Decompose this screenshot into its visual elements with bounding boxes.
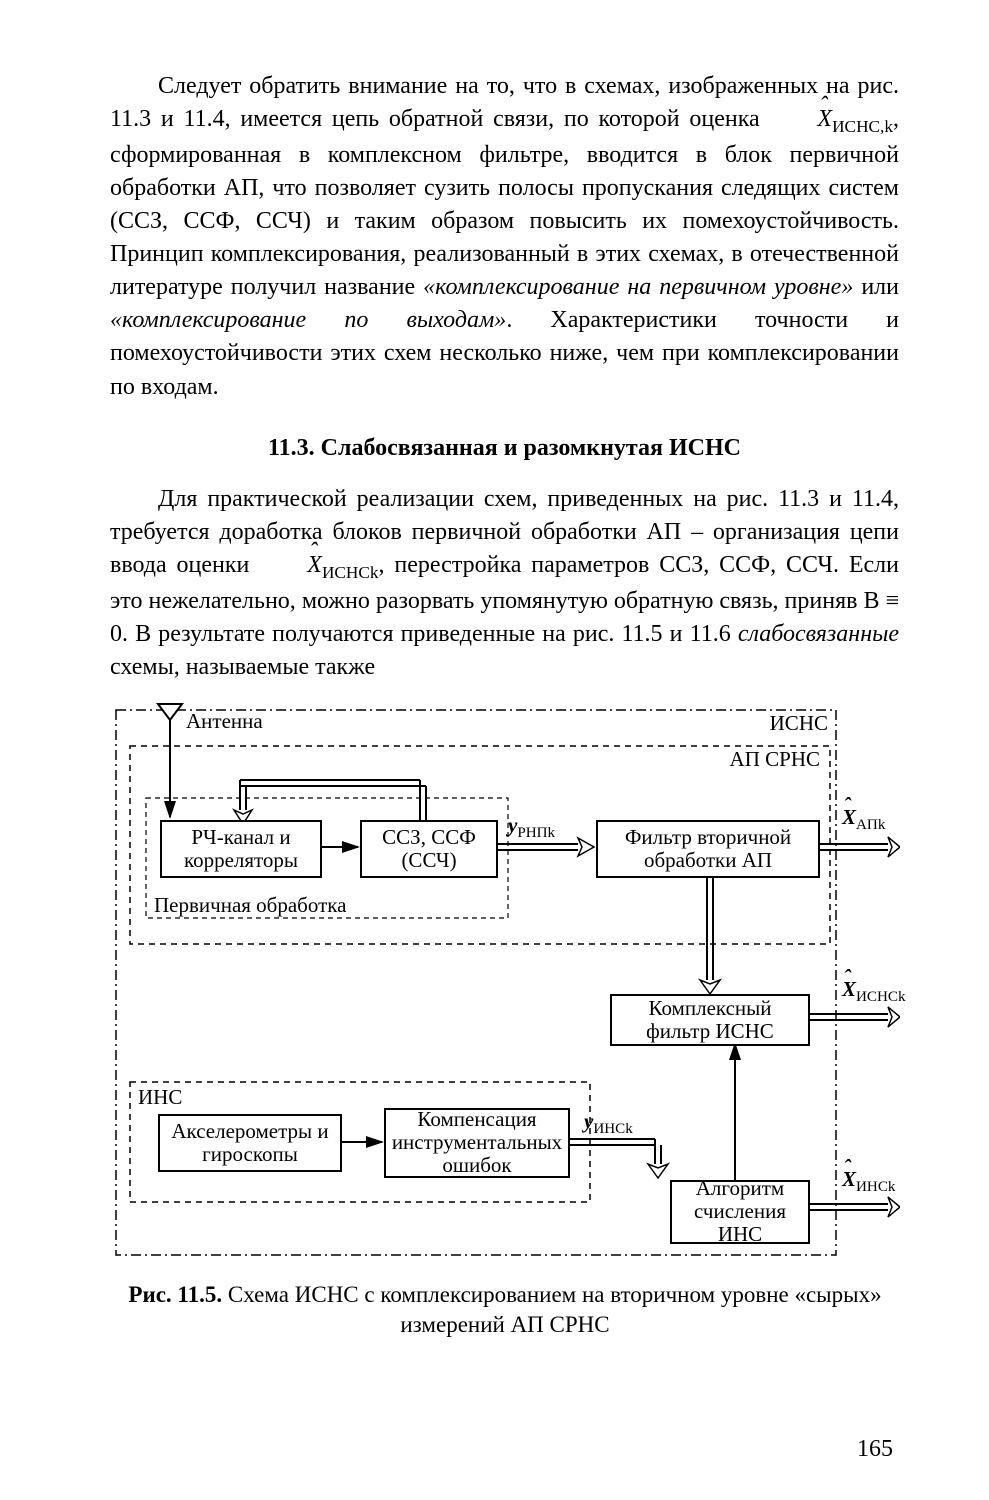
label-antenna: Антенна bbox=[186, 710, 263, 733]
box-accelerometers: Акселерометры и гироскопы bbox=[158, 1114, 342, 1172]
p1-var-sub: ИСНС,k bbox=[832, 117, 893, 136]
output-x-ins: XИНСk bbox=[842, 1168, 895, 1196]
label-ins: ИНС bbox=[138, 1086, 182, 1109]
p2-var-xhat: X bbox=[259, 549, 322, 582]
box-complex-filter: Комплексный фильтр ИСНС bbox=[610, 994, 810, 1046]
output-x-isns: XИСНСk bbox=[842, 978, 906, 1006]
paragraph-2: Для практической реализации схем, привед… bbox=[110, 483, 899, 684]
p1-t3: или bbox=[853, 274, 899, 300]
box-rf-channel: РЧ-канал и корреляторы bbox=[160, 820, 322, 878]
page-number: 165 bbox=[857, 1433, 893, 1466]
section-title: 11.3. Слабосвязанная и разомкнутая ИСНС bbox=[110, 432, 899, 465]
caption-rest: Схема ИСНС с комплексированием на вторич… bbox=[222, 1282, 881, 1337]
figure-caption: Рис. 11.5. Схема ИСНС с комплексирование… bbox=[110, 1280, 900, 1340]
label-y-ins: yИНСk bbox=[584, 1110, 633, 1138]
paragraph-1: Следует обратить внимание на то, что в с… bbox=[110, 70, 899, 404]
caption-lead: Рис. 11.5. bbox=[128, 1282, 222, 1307]
box-ins-algorithm: Алгоритм счисления ИНС bbox=[670, 1180, 810, 1244]
diagram-canvas: Антенна ИСНС АП СРНС Первичная обработка… bbox=[110, 702, 900, 1262]
label-ap-srns: АП СРНС bbox=[730, 748, 820, 771]
label-y-rnp: yРНПk bbox=[508, 814, 555, 842]
p2-em1: слабосвязанные bbox=[738, 621, 899, 647]
page-root: Следует обратить внимание на то, что в с… bbox=[0, 0, 989, 1500]
output-x-ap: XАПk bbox=[842, 806, 885, 834]
box-secondary-filter: Фильтр вторичной обработки АП bbox=[596, 820, 820, 878]
p1-em1: «комплексирование на первичном уровне» bbox=[423, 274, 853, 300]
p1-em2: «комплексирование по выходам» bbox=[110, 307, 506, 333]
p2-var-sub: ИСНСk bbox=[322, 563, 379, 582]
box-compensation: Компенсация инструментальных ошибок bbox=[384, 1108, 570, 1178]
label-primary-processing: Первичная обработка bbox=[154, 894, 346, 917]
figure-11-5: Антенна ИСНС АП СРНС Первичная обработка… bbox=[110, 702, 900, 1340]
label-isns: ИСНС bbox=[770, 712, 828, 735]
p1-var-xhat: X bbox=[769, 103, 832, 136]
box-ssz: ССЗ, ССФ (ССЧ) bbox=[360, 820, 498, 878]
p2-t3: схемы, называемые также bbox=[110, 654, 375, 680]
